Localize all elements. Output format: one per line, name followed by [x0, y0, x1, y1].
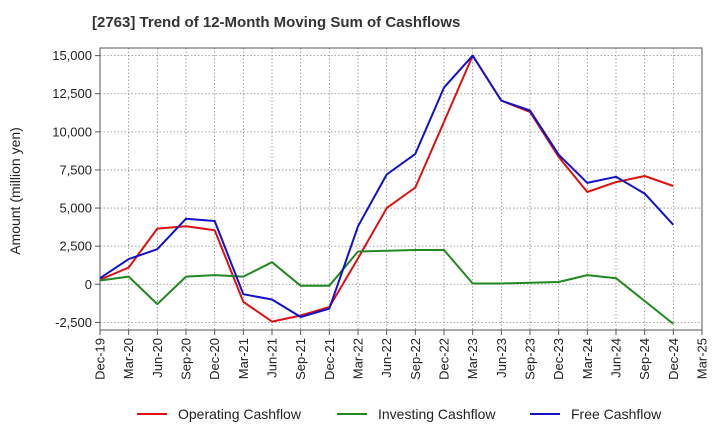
x-tick-label: Jun-21 — [265, 338, 280, 378]
grid-lines — [100, 48, 702, 330]
series-lines — [99, 54, 675, 325]
legend-label: Operating Cashflow — [178, 406, 302, 422]
y-tick-label: 7,500 — [59, 162, 92, 177]
y-axis-label: Amount (million yen) — [7, 127, 23, 255]
x-tick-label: Mar-20 — [121, 338, 136, 379]
x-tick-label: Dec-19 — [93, 338, 108, 380]
y-tick-label: 15,000 — [52, 48, 92, 63]
y-tick-label: 2,500 — [59, 239, 92, 254]
y-tick-label: -2,500 — [55, 315, 92, 330]
series-line — [99, 54, 675, 318]
series-line — [99, 249, 674, 325]
legend-label: Investing Cashflow — [378, 406, 496, 422]
plot-area — [99, 47, 703, 331]
x-tick-label: Mar-21 — [236, 338, 251, 379]
x-tick-label: Dec-22 — [437, 338, 452, 380]
x-tick-label: Sep-24 — [637, 338, 652, 380]
x-axis-ticks: Dec-19 Mar-20 Jun-20 Sep-20 Dec-20 Mar-21 Jun-… — [93, 330, 710, 380]
x-tick-label: Jun-24 — [609, 338, 624, 378]
x-tick-label: Jun-20 — [150, 338, 165, 378]
x-tick-label: Dec-23 — [551, 338, 566, 380]
y-tick-label: 0 — [85, 277, 92, 292]
series-line — [99, 54, 674, 323]
y-tick-label: 5,000 — [59, 201, 92, 216]
x-tick-label: Sep-22 — [408, 338, 423, 380]
x-tick-label: Mar-23 — [465, 338, 480, 379]
y-axis-ticks: -2,500 0 2,500 5,000 7,500 10,000 12,500 15,000 — [52, 48, 100, 330]
x-tick-label: Mar-22 — [351, 338, 366, 379]
y-tick-label: 12,500 — [52, 86, 92, 101]
x-tick-label: Dec-24 — [666, 338, 681, 380]
x-tick-label: Jun-23 — [494, 338, 509, 378]
x-tick-label: Dec-21 — [322, 338, 337, 380]
x-tick-label: Sep-20 — [179, 338, 194, 380]
legend-label: Free Cashflow — [571, 406, 662, 422]
x-tick-label: Dec-20 — [207, 338, 222, 380]
x-tick-label: Mar-24 — [580, 338, 595, 379]
chart-title: [2763] Trend of 12-Month Moving Sum of C… — [92, 14, 460, 31]
x-tick-label: Jun-22 — [379, 338, 394, 378]
legend: Operating Cashflow Investing Cashflow Free… — [137, 406, 662, 422]
x-tick-label: Mar-25 — [695, 338, 710, 379]
x-tick-label: Sep-23 — [523, 338, 538, 380]
y-tick-label: 10,000 — [52, 124, 92, 139]
x-tick-label: Sep-21 — [293, 338, 308, 380]
